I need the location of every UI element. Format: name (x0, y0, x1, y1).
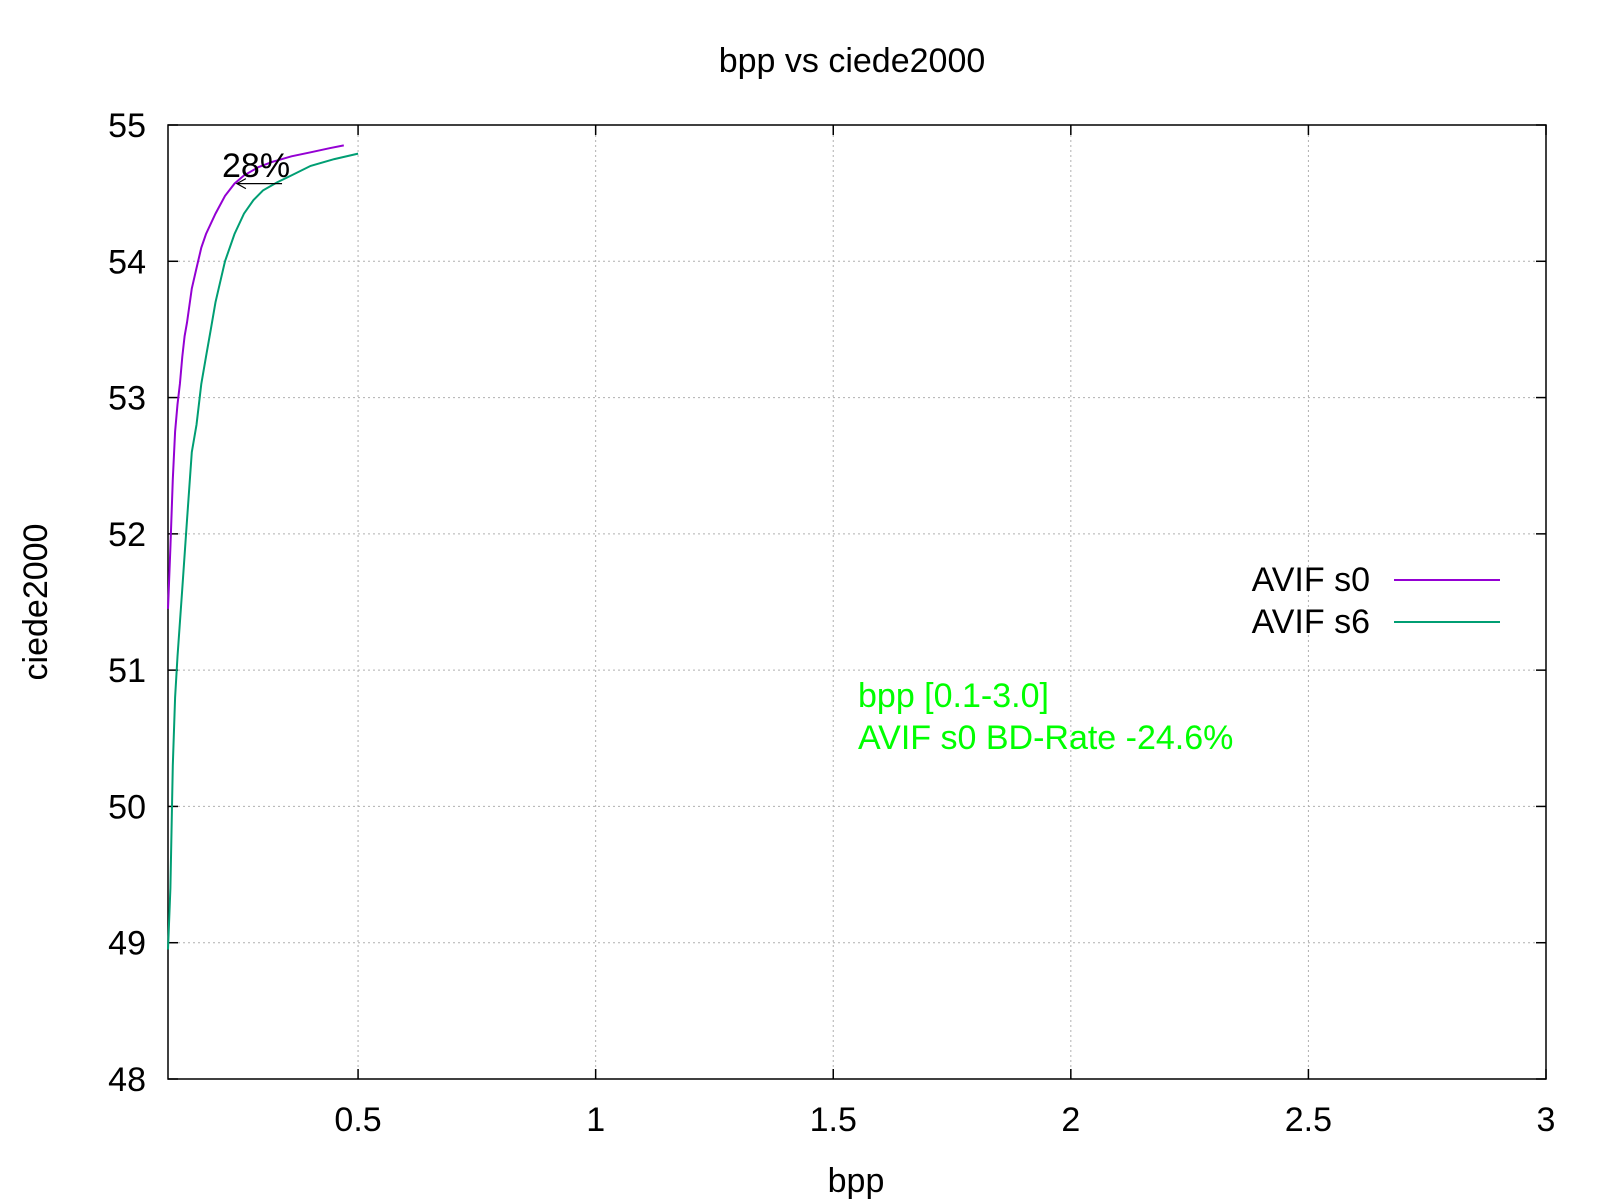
x-tick-label: 1.5 (810, 1101, 857, 1139)
y-tick-label: 53 (108, 380, 146, 418)
x-tick-label: 1 (586, 1101, 605, 1139)
y-tick-label: 51 (108, 652, 146, 690)
y-tick-label: 52 (108, 516, 146, 554)
annotation-bdrate: AVIF s0 BD-Rate -24.6% (858, 719, 1233, 757)
x-tick-label: 0.5 (334, 1101, 381, 1139)
series-line-avif-s0 (167, 144, 344, 609)
y-tick-label: 50 (108, 788, 146, 826)
series-lines (167, 144, 359, 950)
arrow-head (235, 178, 247, 190)
y-tick-label: 54 (108, 243, 146, 281)
y-axis-label: ciede2000 (17, 524, 55, 681)
annotation-arrow-label: 28% (222, 147, 290, 185)
x-axis-label: bpp (828, 1162, 885, 1200)
annotation-range: bpp [0.1-3.0] (858, 677, 1049, 715)
legend-label-avif-s6: AVIF s6 (1252, 603, 1370, 641)
y-axis-ticks: 48 49 50 51 52 53 54 55 (108, 107, 1546, 1099)
x-tick-label: 3 (1537, 1101, 1556, 1139)
x-axis-ticks: 0.5 1 1.5 2 2.5 3 (334, 125, 1555, 1139)
y-tick-label: 48 (108, 1061, 146, 1099)
legend-label-avif-s0: AVIF s0 (1252, 561, 1370, 599)
annotation-arrow (235, 178, 283, 190)
x-tick-label: 2 (1061, 1101, 1080, 1139)
x-tick-label: 2.5 (1285, 1101, 1332, 1139)
grid-lines (168, 125, 1546, 1079)
series-line-avif-s6 (167, 152, 359, 950)
chart-title: bpp vs ciede2000 (719, 42, 986, 80)
y-tick-label: 55 (108, 107, 146, 145)
plot-frame (167, 124, 1547, 1080)
y-tick-label: 49 (108, 925, 146, 963)
legend: AVIF s0 AVIF s6 (1252, 561, 1500, 641)
